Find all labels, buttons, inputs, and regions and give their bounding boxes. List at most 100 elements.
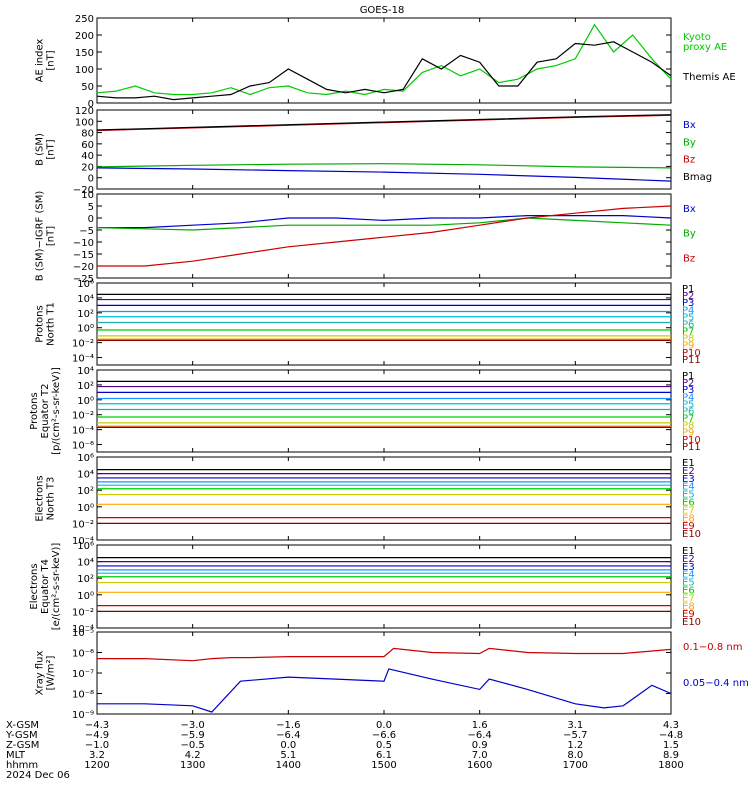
y-tick-label: −20 (73, 185, 94, 196)
y-tick-label: 10² (77, 574, 94, 585)
panel-8: 10⁻⁵ 10⁻⁶ 10⁻⁷ 10⁻⁸ 10⁻⁹ Xray flux [W/m²] 0.1−0… (35, 628, 749, 721)
y-tick-label: 10 (81, 190, 94, 201)
legend-entry: Bx (683, 120, 696, 131)
y-tick-label: −10 (73, 238, 94, 249)
x-row-value: 1500 (371, 760, 396, 771)
y-axis-label: Xray flux (35, 651, 46, 696)
y-tick-label: −20 (73, 262, 94, 273)
legend-entry: Bz (683, 253, 695, 264)
channel-legend: E4 (682, 570, 695, 581)
channel-legend: E6 (682, 586, 695, 597)
channel-legend: E3 (682, 562, 695, 573)
figure-title: GOES-18 (360, 5, 405, 16)
legend-entry: Kyoto (683, 32, 711, 43)
x-row-value: −5.7 (563, 730, 587, 741)
y-tick-label: 10⁻² (72, 519, 94, 530)
legend-entry: proxy AE (683, 42, 727, 53)
panel-frame (96, 631, 672, 715)
x-row-value: −4.9 (85, 730, 109, 741)
y-tick-label: 10² (77, 309, 94, 320)
y-axis-label: AE index (35, 39, 46, 83)
legend-entry: 0.05−0.4 nm (683, 678, 749, 689)
channel-legend: E1 (682, 546, 695, 557)
x-row-value: −6.4 (276, 730, 300, 741)
y-axis-label: [p/(cm²-s-sr-keV)] (51, 367, 62, 455)
y-tick-label: 10² (77, 486, 94, 497)
y-tick-label: 10⁻⁴ (72, 624, 94, 635)
x-row-value: 0.9 (472, 740, 488, 751)
y-tick-label: 10⁴ (77, 294, 94, 305)
y-axis-label: Protons (29, 392, 40, 429)
y-axis-label: [W/m²] (46, 655, 57, 690)
x-row-value: −3.0 (181, 720, 205, 731)
y-tick-label: 100 (75, 65, 94, 76)
legend-entry: By (683, 229, 696, 240)
legend-entry: By (683, 137, 696, 148)
y-axis-label: Protons (35, 305, 46, 342)
y-tick-label: 10⁰ (77, 591, 94, 602)
y-tick-label: 50 (81, 82, 94, 93)
legend-entry: 0.1−0.8 nm (683, 642, 742, 653)
x-row-value: 8.0 (567, 750, 583, 761)
y-axis-label: [nT] (46, 226, 57, 246)
y-tick-label: 0 (88, 174, 94, 185)
y-tick-label: 0 (88, 99, 94, 110)
x-row-value: −1.0 (85, 740, 109, 751)
channel-legend: P3 (682, 298, 694, 309)
y-axis-label: [nT] (46, 50, 57, 70)
panel-frame (96, 17, 672, 104)
channel-legend: P5 (682, 312, 694, 323)
panel-frame (96, 369, 672, 453)
series-line (96, 114, 672, 131)
series-line (97, 668, 672, 713)
panel-frame (96, 193, 672, 279)
x-row-value: −6.4 (468, 730, 492, 741)
channel-legend: E1 (682, 458, 695, 469)
y-tick-label: 10⁴ (77, 558, 94, 569)
channel-legend: P8 (682, 421, 694, 432)
x-row-value: 1.6 (472, 720, 488, 731)
channel-legend: E10 (682, 617, 701, 628)
series-line (97, 215, 672, 229)
channel-legend: P1 (682, 371, 694, 382)
y-axis-label: North T1 (46, 302, 57, 346)
channel-legend: P11 (682, 355, 701, 366)
panel-frame (96, 282, 672, 366)
y-tick-label: 40 (81, 151, 94, 162)
channel-legend: E4 (682, 482, 695, 493)
legend-entry: Bz (683, 155, 695, 166)
x-row-label: Z-GSM (6, 740, 39, 751)
y-tick-label: 10⁶ (77, 541, 94, 552)
x-row-value: 1400 (276, 760, 301, 771)
x-row-label: hhmm (6, 760, 38, 771)
x-row-value: 0.0 (376, 720, 392, 731)
y-tick-label: 100 (75, 117, 94, 128)
channel-legend: P11 (682, 442, 701, 453)
channel-legend: E7 (682, 593, 695, 604)
series-line (96, 23, 672, 96)
channel-legend: P6 (682, 406, 694, 417)
channel-legend: E7 (682, 505, 695, 516)
legend-entry: Bx (683, 204, 696, 215)
y-tick-label: 10⁻⁹ (72, 710, 94, 721)
channel-legend: P6 (682, 319, 694, 330)
y-axis-label: Electrons (29, 563, 40, 609)
x-row-value: 1600 (467, 760, 492, 771)
channel-legend: P2 (682, 291, 694, 302)
series-line (96, 167, 672, 182)
y-axis-label: Equator T2 (40, 384, 51, 439)
channel-legend: P7 (682, 414, 694, 425)
x-row-value: 8.9 (663, 750, 679, 761)
x-row-label: MLT (6, 750, 26, 761)
panel-7: 10⁶ 10⁴ 10² 10⁰ 10⁻² 10⁻⁴ Electrons Equator T4[… (29, 541, 701, 635)
series-line (96, 163, 672, 169)
date-label: 2024 Dec 06 (6, 770, 70, 781)
x-row-value: −4.3 (85, 720, 109, 731)
channel-legend: E9 (682, 521, 695, 532)
channel-legend: E6 (682, 498, 695, 509)
channel-legend: E10 (682, 529, 701, 540)
channel-legend: P4 (682, 392, 694, 403)
channel-legend: P10 (682, 348, 701, 359)
